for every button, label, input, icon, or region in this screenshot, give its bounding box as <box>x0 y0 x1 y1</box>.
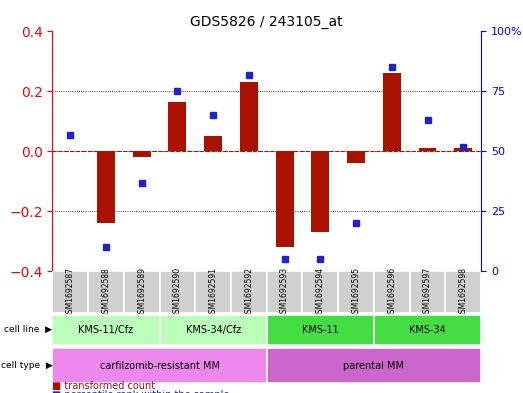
Bar <box>383 73 401 151</box>
Text: cell type  ▶: cell type ▶ <box>1 361 52 370</box>
FancyBboxPatch shape <box>52 315 160 345</box>
Bar <box>418 148 437 151</box>
Text: cell line  ▶: cell line ▶ <box>4 325 52 334</box>
Text: GSM1692598: GSM1692598 <box>459 267 468 318</box>
FancyBboxPatch shape <box>231 271 267 313</box>
Text: KMS-34: KMS-34 <box>409 325 446 335</box>
Text: GSM1692594: GSM1692594 <box>316 267 325 318</box>
FancyBboxPatch shape <box>267 271 302 313</box>
Title: GDS5826 / 243105_at: GDS5826 / 243105_at <box>190 15 343 29</box>
FancyBboxPatch shape <box>52 348 267 383</box>
Text: parental MM: parental MM <box>344 361 404 371</box>
Bar <box>168 102 186 151</box>
FancyBboxPatch shape <box>195 271 231 313</box>
Bar <box>454 148 472 151</box>
Bar <box>276 151 293 247</box>
Bar <box>97 151 115 223</box>
Text: GSM1692596: GSM1692596 <box>388 267 396 318</box>
FancyBboxPatch shape <box>267 348 481 383</box>
Text: KMS-34/Cfz: KMS-34/Cfz <box>186 325 241 335</box>
Bar <box>204 136 222 151</box>
Text: GSM1692590: GSM1692590 <box>173 267 182 318</box>
FancyBboxPatch shape <box>52 271 88 313</box>
Text: GSM1692591: GSM1692591 <box>209 267 218 318</box>
Text: ■ transformed count: ■ transformed count <box>52 381 155 391</box>
FancyBboxPatch shape <box>160 315 267 345</box>
Bar <box>347 151 365 163</box>
FancyBboxPatch shape <box>88 271 124 313</box>
Bar <box>240 83 258 151</box>
Text: GSM1692593: GSM1692593 <box>280 267 289 318</box>
Text: KMS-11/Cfz: KMS-11/Cfz <box>78 325 133 335</box>
Text: GSM1692595: GSM1692595 <box>351 267 360 318</box>
Text: ■ percentile rank within the sample: ■ percentile rank within the sample <box>52 390 230 393</box>
FancyBboxPatch shape <box>302 271 338 313</box>
FancyBboxPatch shape <box>338 271 374 313</box>
Text: KMS-11: KMS-11 <box>302 325 339 335</box>
FancyBboxPatch shape <box>374 271 410 313</box>
FancyBboxPatch shape <box>124 271 160 313</box>
Bar <box>311 151 329 232</box>
FancyBboxPatch shape <box>446 271 481 313</box>
Text: GSM1692587: GSM1692587 <box>66 267 75 318</box>
Text: GSM1692592: GSM1692592 <box>244 267 253 318</box>
FancyBboxPatch shape <box>410 271 446 313</box>
Bar <box>133 151 151 157</box>
Text: GSM1692588: GSM1692588 <box>101 267 110 318</box>
FancyBboxPatch shape <box>160 271 195 313</box>
Text: GSM1692597: GSM1692597 <box>423 267 432 318</box>
FancyBboxPatch shape <box>374 315 481 345</box>
FancyBboxPatch shape <box>267 315 374 345</box>
Text: GSM1692589: GSM1692589 <box>137 267 146 318</box>
Text: carfilzomib-resistant MM: carfilzomib-resistant MM <box>99 361 220 371</box>
